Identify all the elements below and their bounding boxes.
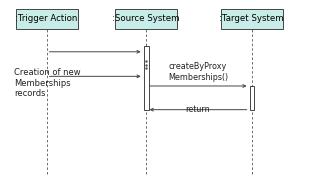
Text: createByProxy
Memberships(): createByProxy Memberships() [168,62,228,82]
Text: :Source System: :Source System [112,14,180,23]
Text: Creation of new
Memberships
records: Creation of new Memberships records [14,68,81,98]
Text: return: return [186,105,210,114]
Bar [249,86,255,110]
Bar [115,9,177,29]
Bar [144,46,149,110]
Text: :Trigger Action: :Trigger Action [16,14,78,23]
Bar [16,9,78,29]
Text: :Target System: :Target System [219,14,284,23]
Bar [221,9,283,29]
